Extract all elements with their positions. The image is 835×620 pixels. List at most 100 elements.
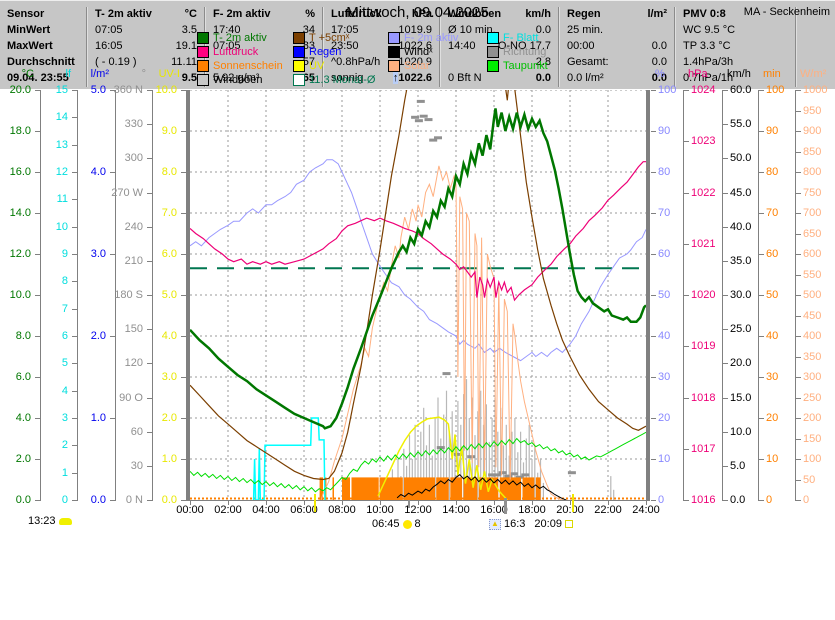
axis-tick-label: 20.0 <box>730 357 752 370</box>
table-cell-value: 0.0 <box>651 72 667 84</box>
chart-plot-area <box>186 90 650 500</box>
x-axis-label: 04:00 <box>252 504 280 516</box>
legend-swatch <box>293 73 305 86</box>
axis-line <box>795 90 796 501</box>
axis-tick-label: 270 W <box>111 186 143 199</box>
table-cell-row: WC 9.5 °C <box>676 23 795 39</box>
table-cell-row: 07:05 3.5 <box>88 23 204 39</box>
x-axis-label: 00:00 <box>176 504 204 516</box>
moon-phase-icon <box>564 520 573 528</box>
axis-header-°C: °C <box>21 68 34 80</box>
axis-tick-label: 0 <box>61 494 68 506</box>
table-label-column: Sensor MinWert MaxWert Durchschnitt 09.04. 2… <box>0 7 86 87</box>
table-cell-info: 0 Bft N <box>448 72 482 84</box>
table-cell-row: ( - 0.19 ) 11.11 <box>88 55 204 71</box>
legend-label: T- 2m aktiv <box>213 31 267 44</box>
axis-tick <box>723 158 728 160</box>
table-cell-value: O-NO 17.7 <box>497 40 551 52</box>
axis-tick <box>684 141 689 143</box>
axis-header-°: ° <box>141 68 146 80</box>
axis-tick-label: 25.0 <box>730 323 752 336</box>
table-header-text: Windböen <box>448 8 502 20</box>
axis-tick-label: 60.0 <box>730 84 752 96</box>
legend-label: T +5cmˣ <box>309 31 350 44</box>
moon-icon <box>58 517 72 525</box>
axis-tick <box>796 254 801 255</box>
table-column-header: Regen l/m² <box>560 7 674 23</box>
axis-tick-label: 50 <box>766 289 779 301</box>
legend-label: Windböen <box>213 73 263 86</box>
axis-header-min: min <box>763 68 781 80</box>
axis-tick <box>723 124 728 126</box>
axis-tick <box>796 336 801 337</box>
axis-tick <box>110 418 115 419</box>
series-f-2m-aktiv <box>190 159 646 362</box>
axis-tick-label: 4.0 <box>161 330 177 342</box>
axis-tick <box>684 397 689 399</box>
axis-header-lf: lf <box>65 68 72 80</box>
axis-header-lm: l/m² <box>90 68 109 80</box>
axis-tick-label: 50 <box>803 473 816 486</box>
axis-tick-label: 650 <box>803 227 822 240</box>
table-cell-row: sonnig ↑1022.6 <box>324 71 439 87</box>
table-cell-info: 00:00 <box>567 40 595 52</box>
axis-tick-label: 0.0 <box>730 494 746 506</box>
table-row-label: MaxWert <box>7 40 53 52</box>
axis-tick-label: 0.0 <box>90 494 106 506</box>
axis-tick-label: 13 <box>55 138 68 151</box>
table-cell-value: 19.1 <box>175 40 197 52</box>
axis-tick-label: 30 <box>658 371 671 383</box>
axis-tick-label: 6.0 <box>15 371 31 383</box>
axis-tick <box>651 131 656 132</box>
axis-tick-label: 900 <box>803 125 822 137</box>
legend-item-sonnenschein: Sonnenschein <box>197 59 283 72</box>
axis-tick <box>181 377 186 378</box>
axis-tick-label: 6.0 <box>161 248 177 260</box>
axis-tick <box>147 260 152 262</box>
axis-tick-label: 6 <box>61 330 68 342</box>
legend-swatch <box>293 45 305 58</box>
table-row-label: MinWert <box>7 24 51 36</box>
axis-tick-label: 10 <box>766 453 779 465</box>
axis-tick <box>35 90 40 91</box>
table-cell-row: 17:05 1019.9 <box>324 23 439 39</box>
axis-tick-label: 350 <box>803 350 822 363</box>
legend-swatch <box>197 59 209 72</box>
axis-tick-label: 5.0 <box>730 459 746 472</box>
axis-header-%: % <box>655 68 665 80</box>
axis-tick <box>796 397 801 399</box>
axis-tick <box>181 336 186 337</box>
axis-tick-label: 450 <box>803 309 822 322</box>
axis-tick <box>796 192 801 194</box>
axis-tick-label: 8.0 <box>161 166 177 178</box>
table-cell-row: Gesamt: 0.0 <box>560 55 674 71</box>
axis-tick-label: 70 <box>766 207 779 219</box>
x-axis-tick <box>266 500 267 505</box>
axis-tick-label: 120 <box>124 357 143 370</box>
axis-tick <box>759 131 764 132</box>
axis-tick-label: 30 <box>766 371 779 383</box>
series-wind <box>396 474 567 500</box>
legend-swatch <box>388 45 400 58</box>
axis-tick <box>759 295 764 296</box>
axis-tick-label: 100 <box>766 84 785 96</box>
axis-tick <box>759 500 764 501</box>
x-axis-tick <box>380 500 381 505</box>
axis-tick <box>723 431 728 433</box>
legend-label: Solar <box>404 59 430 72</box>
axis-tick-label: 15.0 <box>730 391 752 404</box>
axis-tick-label: 15 <box>55 84 68 96</box>
table-cell-info: sonnig <box>331 72 364 84</box>
axis-tick-label: 360 N <box>113 84 143 96</box>
table-cell-info: 14:40 <box>448 40 476 52</box>
table-cell-info: 17:05 <box>331 24 359 36</box>
axis-tick <box>147 158 152 160</box>
axis-tick-label: 1020 <box>691 289 716 301</box>
legend-label: Windˣ <box>404 45 433 58</box>
axis-tick <box>72 418 77 419</box>
table-header-text: Luftdruck <box>331 8 382 20</box>
axis-tick <box>147 397 152 399</box>
axis-tick-label: 1 <box>61 466 68 479</box>
table-cell-value: 0.0 <box>651 56 667 68</box>
table-cell-row: 00:00 0.0 <box>560 39 674 55</box>
